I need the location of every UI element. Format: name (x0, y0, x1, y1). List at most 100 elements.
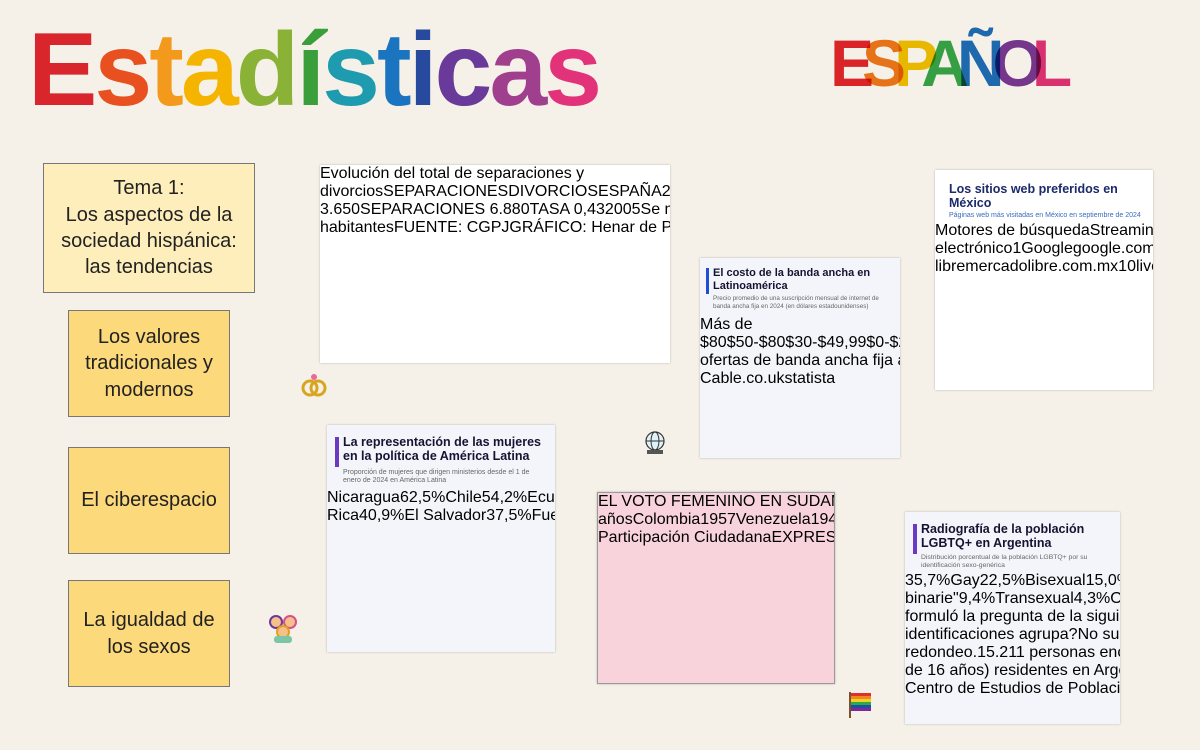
value-label: 4,3% (1073, 590, 1111, 607)
topic-line: El ciberespacio (81, 489, 217, 512)
source: Fuente: ONU Mujeres (531, 507, 555, 524)
panel-title: La representación de las mujeres en la p… (343, 435, 542, 464)
note: La encuesta formuló la pregunta de la si… (905, 608, 1120, 643)
value-label: 54,2% (481, 489, 528, 506)
topic-line: las tendencias (85, 256, 213, 279)
topic-box: El ciberespacio (68, 447, 230, 554)
vote-year: 1946 (810, 511, 834, 528)
annotation-text: DIVORCIOS 3.650 (320, 201, 361, 218)
logo: ESPAÑOL (830, 26, 1072, 100)
legend-label: Bisexual (1025, 572, 1086, 589)
globe-icon (645, 431, 665, 454)
women-politics-chart: La representación de las mujeres en la p… (327, 425, 555, 652)
topic-line: los sexos (107, 635, 191, 658)
legend-label: Transexual (995, 590, 1074, 607)
category-label: Costa Rica (327, 507, 360, 524)
annotation-text: 2005 (604, 201, 641, 218)
value-label: 62,5% (399, 489, 446, 506)
tile-logo: Google (1021, 240, 1073, 257)
legend-label: DIVORCIOS (508, 183, 599, 200)
topic-line: Tema 1: (113, 177, 185, 200)
legend-label: "No binarie" (905, 590, 959, 607)
panel-subtitle: Por países y años (598, 511, 633, 528)
lgbtq-chart: Radiografía de la población LGBTQ+ en Ar… (905, 512, 1120, 724)
country-name: Venezuela (735, 511, 811, 528)
annotation-text: TASA 0,43 (529, 201, 605, 218)
note: 3.495 ofertas de banda ancha fija analiz… (700, 352, 900, 369)
broadband-infographic: El costo de la banda ancha en Latinoamér… (700, 258, 900, 458)
value-label: 37,5% (486, 507, 532, 524)
topic-line: tradicionales y (85, 352, 213, 375)
separations-chart: Evolución del total de separaciones y di… (320, 165, 670, 363)
chart-title: Evolución del total de separaciones y di… (320, 165, 585, 200)
vote-year: 1957 (700, 511, 736, 528)
legend-label: Correo electrónico (935, 240, 1013, 257)
slide-title: Estadísticas (28, 12, 602, 128)
graphic: Motores de búsquedaStreaming y TV online… (935, 222, 1153, 276)
topic-line: La igualdad de (83, 609, 215, 632)
source: FUENTE: CGPJ (393, 219, 510, 236)
panel-title: Radiografía de la población LGBTQ+ en Ar… (921, 522, 1085, 551)
panel-subtitle: Distribución porcentual de la población … (921, 554, 1088, 570)
tile-logo: mercado libre (935, 258, 966, 275)
category-label: Chile (445, 489, 482, 506)
panel-title: Los sitios web preferidos en México (949, 182, 1118, 211)
note: Fuente: Centro de Estudios de Población (905, 680, 1120, 697)
brand: statista (784, 370, 836, 387)
legend-label: Gay (950, 572, 980, 589)
female-vote-infographic: EL VOTO FEMENINO EN SUDAMÉRICAPor países… (597, 492, 835, 684)
legend-label: SEPARACIONES (383, 183, 509, 200)
graphic: Nicaragua62,5%Chile54,2%Ecuador50,0%Guat… (327, 489, 555, 525)
country-name: Colombia (632, 511, 701, 528)
websites-infographic: Los sitios web preferidos en México Págin… (935, 170, 1153, 390)
source: FUENTE: Participación Ciudadana (598, 529, 772, 546)
tile-label: google.com (1072, 240, 1153, 257)
topic-box: La igualdad de los sexos (68, 580, 230, 687)
people-icon (269, 615, 297, 643)
topic-line: modernos (104, 378, 194, 401)
annotation-text: Se modifica la Ley (640, 201, 670, 218)
note: No suma 100 por redondeo. (905, 626, 1120, 661)
legend-label: $50-$80 (726, 334, 786, 351)
panel-subtitle: Proporción de mujeres que dirigen minist… (343, 469, 530, 485)
brand: EXPRESO (771, 529, 834, 546)
region-label: ESPAÑA (598, 183, 662, 200)
tile-label: live.com (1135, 258, 1153, 275)
value-label: 9,4% (958, 590, 996, 607)
accent-bar (913, 524, 917, 554)
rings-icon (301, 374, 327, 397)
rank: 10 (1118, 258, 1136, 275)
graphic: Más de $80$50-$80$30-$49,99$0-$29,99$32,… (700, 316, 900, 388)
panel-title: El costo de la banda ancha en Latinoamér… (713, 267, 871, 292)
annotation-text: 1.000 habitantes (320, 219, 394, 236)
value-label: 22,5% (979, 572, 1026, 589)
note: 15.211 personas encuestadas (mayores de … (905, 644, 1120, 679)
flag-icon (849, 692, 871, 718)
graphic: 35,7%Gay22,5%Bisexual15,0%Lesbiana13,2%"… (905, 572, 1120, 698)
legend-label: $0-$29,99 (866, 334, 900, 351)
annotation-text: SEPARACIONES 6.880 (360, 201, 530, 218)
topic-line: Los valores (97, 325, 201, 348)
category-label: El Salvador (404, 507, 487, 524)
topic-box: Los valores tradicionales y modernos (68, 310, 230, 417)
legend-label: Otra (1110, 590, 1120, 607)
legend-label: Streaming y TV online (1089, 222, 1153, 239)
brand: 20 (661, 183, 670, 200)
legend-label: Motores de búsqueda (935, 222, 1090, 239)
value-label: 15,0% (1085, 572, 1120, 589)
topic-line: Los aspectos de la (65, 203, 233, 226)
topic-box: Tema 1: Los aspectos de la sociedad hispán… (43, 163, 255, 293)
legend-label: $30-$49,99 (785, 334, 867, 351)
tile-label: mercadolibre.com.mx (965, 258, 1119, 275)
panel-title: EL VOTO FEMENINO EN SUDAMÉRICA (598, 493, 834, 510)
category-label: Ecuador (527, 489, 555, 506)
panel-subtitle: Precio promedio de una suscripción mensu… (713, 295, 879, 310)
graphic: EL VOTO FEMENINO EN SUDAMÉRICAPor países… (598, 493, 834, 547)
legend-label: Más de $80 (700, 316, 753, 351)
graphic: Evolución del total de separaciones y di… (320, 165, 670, 237)
rank: 1 (1012, 240, 1022, 257)
value-label: 35,7% (905, 572, 951, 589)
value-label: 40,9% (359, 507, 405, 524)
note: Fuente: Cable.co.uk (700, 370, 785, 387)
